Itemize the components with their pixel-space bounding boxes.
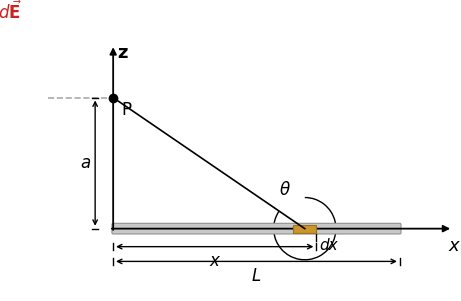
Text: a: a [80, 154, 90, 172]
Text: L: L [252, 267, 261, 285]
Text: dx: dx [319, 238, 338, 253]
Text: x: x [210, 253, 219, 270]
Bar [293, 225, 316, 233]
Text: θ: θ [279, 181, 290, 199]
Text: $d\vec{\mathbf{E}}$: $d\vec{\mathbf{E}}$ [0, 1, 22, 23]
Text: x: x [449, 237, 459, 255]
FancyBboxPatch shape [112, 223, 401, 234]
Text: P: P [121, 101, 131, 119]
Text: z: z [117, 44, 128, 62]
